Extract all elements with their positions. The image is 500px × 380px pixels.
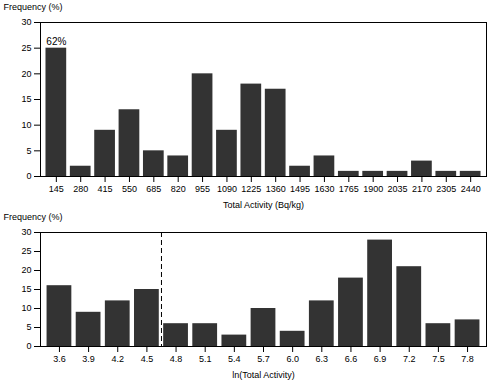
svg-text:415: 415 [98, 184, 113, 194]
svg-text:820: 820 [171, 184, 186, 194]
svg-text:5.1: 5.1 [199, 354, 212, 364]
svg-text:30: 30 [21, 17, 31, 27]
svg-text:550: 550 [122, 184, 137, 194]
svg-text:Total Activity (Bq/kg): Total Activity (Bq/kg) [223, 200, 304, 210]
svg-text:1090: 1090 [217, 184, 237, 194]
svg-text:15: 15 [21, 284, 31, 294]
svg-text:4.8: 4.8 [170, 354, 183, 364]
svg-text:280: 280 [73, 184, 88, 194]
svg-text:7.8: 7.8 [461, 354, 474, 364]
svg-text:Frequency (%): Frequency (%) [4, 212, 63, 222]
svg-text:5: 5 [26, 322, 31, 332]
svg-text:3.6: 3.6 [53, 354, 66, 364]
svg-text:20: 20 [21, 69, 31, 79]
svg-text:2440: 2440 [461, 184, 481, 194]
svg-text:5.4: 5.4 [228, 354, 241, 364]
svg-text:1495: 1495 [290, 184, 310, 194]
svg-text:0: 0 [26, 341, 31, 351]
svg-text:10: 10 [21, 120, 31, 130]
svg-text:30: 30 [21, 227, 31, 237]
svg-text:1630: 1630 [314, 184, 334, 194]
svg-text:6.9: 6.9 [374, 354, 387, 364]
svg-text:6.3: 6.3 [316, 354, 329, 364]
svg-text:6.0: 6.0 [286, 354, 299, 364]
svg-text:20: 20 [21, 265, 31, 275]
svg-text:2170: 2170 [412, 184, 432, 194]
svg-text:685: 685 [146, 184, 161, 194]
svg-text:3.9: 3.9 [82, 354, 95, 364]
svg-text:ln(Total Activity): ln(Total Activity) [232, 370, 295, 380]
svg-text:2035: 2035 [388, 184, 408, 194]
svg-text:Frequency (%): Frequency (%) [4, 2, 63, 12]
svg-text:10: 10 [21, 303, 31, 313]
svg-text:955: 955 [195, 184, 210, 194]
svg-text:1765: 1765 [339, 184, 359, 194]
svg-text:25: 25 [21, 246, 31, 256]
svg-text:145: 145 [49, 184, 64, 194]
svg-text:0: 0 [26, 171, 31, 181]
svg-text:1360: 1360 [266, 184, 286, 194]
svg-text:5.7: 5.7 [257, 354, 270, 364]
svg-text:2305: 2305 [436, 184, 456, 194]
svg-text:5: 5 [26, 146, 31, 156]
svg-text:25: 25 [21, 43, 31, 53]
svg-text:7.2: 7.2 [403, 354, 416, 364]
svg-text:1225: 1225 [241, 184, 261, 194]
svg-text:6.6: 6.6 [345, 354, 358, 364]
svg-text:7.5: 7.5 [432, 354, 445, 364]
svg-text:62%: 62% [46, 36, 66, 47]
svg-text:1900: 1900 [363, 184, 383, 194]
svg-text:15: 15 [21, 94, 31, 104]
svg-text:4.2: 4.2 [111, 354, 124, 364]
svg-text:4.5: 4.5 [141, 354, 154, 364]
